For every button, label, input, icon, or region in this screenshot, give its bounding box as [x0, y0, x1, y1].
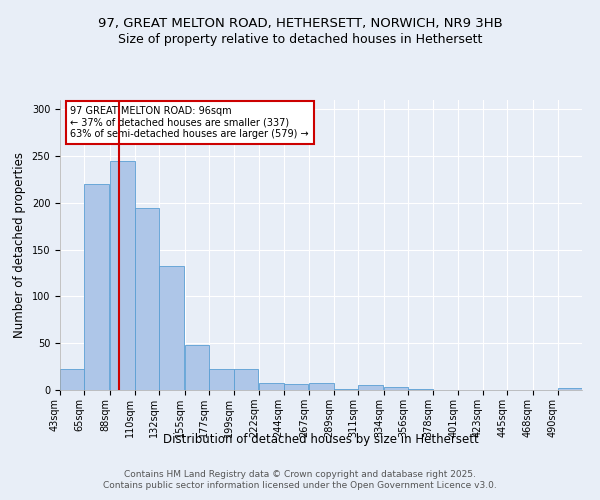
Bar — [409, 389, 433, 390]
Bar — [209, 370, 233, 390]
Bar — [233, 370, 258, 390]
Text: Size of property relative to detached houses in Hethersett: Size of property relative to detached ho… — [118, 32, 482, 46]
Text: 97 GREAT MELTON ROAD: 96sqm
← 37% of detached houses are smaller (337)
63% of se: 97 GREAT MELTON ROAD: 96sqm ← 37% of det… — [70, 106, 309, 139]
Bar — [557, 388, 582, 390]
Bar — [110, 161, 134, 390]
Bar — [185, 345, 209, 390]
Bar — [60, 370, 85, 390]
Bar — [85, 184, 109, 390]
Bar — [384, 387, 409, 390]
Text: 97, GREAT MELTON ROAD, HETHERSETT, NORWICH, NR9 3HB: 97, GREAT MELTON ROAD, HETHERSETT, NORWI… — [98, 18, 502, 30]
Text: Contains HM Land Registry data © Crown copyright and database right 2025.: Contains HM Land Registry data © Crown c… — [124, 470, 476, 479]
Text: Contains public sector information licensed under the Open Government Licence v3: Contains public sector information licen… — [103, 481, 497, 490]
Bar — [259, 384, 284, 390]
Bar — [134, 208, 159, 390]
Bar — [310, 384, 334, 390]
Text: Distribution of detached houses by size in Hethersett: Distribution of detached houses by size … — [163, 432, 479, 446]
Bar — [334, 389, 358, 390]
Bar — [159, 266, 184, 390]
Bar — [284, 384, 308, 390]
Y-axis label: Number of detached properties: Number of detached properties — [13, 152, 26, 338]
Bar — [358, 386, 383, 390]
